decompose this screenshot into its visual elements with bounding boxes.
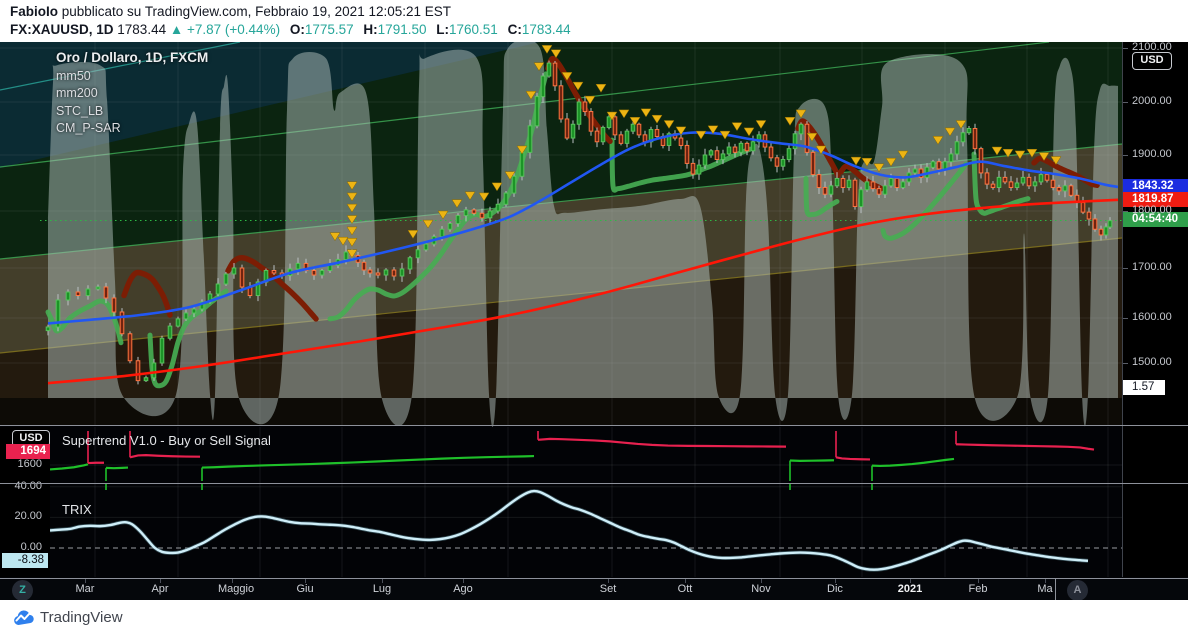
- time-tick-mark: [232, 579, 233, 583]
- price-tick-mark: [1123, 48, 1128, 49]
- indicator-value-label: 1.57: [1123, 380, 1165, 395]
- footer: TradingView: [0, 600, 1188, 639]
- legend-indicator: STC_LB: [56, 103, 104, 118]
- legend-indicator: mm200: [56, 86, 98, 100]
- high-value: 1791.50: [377, 22, 427, 37]
- supertrend-title: Supertrend V1.0 - Buy or Sell Signal: [62, 433, 271, 448]
- price-tick-mark: [1123, 102, 1128, 103]
- time-tick-mark: [978, 579, 979, 583]
- time-axis-month: Dic: [827, 583, 843, 595]
- publication-header: FabioIo pubblicato su TradingView.com, F…: [0, 0, 1188, 42]
- price-tick-mark: [1123, 318, 1128, 319]
- open-label: O:: [289, 22, 305, 37]
- price-tick-label: 2000.00: [1132, 95, 1172, 107]
- price-tick-mark: [1123, 363, 1128, 364]
- time-axis-month: Apr: [151, 583, 169, 595]
- time-axis-month: Set: [599, 583, 617, 595]
- price-tick-label: 1900.00: [1132, 148, 1172, 160]
- time-axis-month: Ott: [677, 583, 693, 595]
- ma200-price-label: 1819.87: [1123, 191, 1188, 207]
- time-tick-mark: [382, 579, 383, 583]
- panel-divider[interactable]: [0, 483, 1188, 484]
- published-text: pubblicato su TradingView.com, Febbraio …: [58, 4, 452, 19]
- currency-badge: USD: [1132, 52, 1172, 70]
- brand-name[interactable]: TradingView: [40, 609, 123, 626]
- ma50-price-label: 1843.32: [1123, 178, 1188, 194]
- tradingview-logo-icon[interactable]: [12, 607, 36, 631]
- symbol-info-bar: FX:XAUUSD, 1D 1783.44 ▲ +7.87 (+0.44%) O…: [10, 22, 571, 37]
- trix-tick-label: 20.00: [14, 510, 42, 523]
- time-axis[interactable]: Mar Apr Maggio Giu Lug Ago Set Ott Nov Dic 2021 Feb…: [0, 578, 1188, 601]
- time-tick-mark: [761, 579, 762, 583]
- time-tick-mark: [85, 579, 86, 583]
- time-axis-month: Maggio: [218, 583, 255, 595]
- price-tick-mark: [1123, 268, 1128, 269]
- time-tick-mark: [160, 579, 161, 583]
- time-tick-mark: [685, 579, 686, 583]
- trix-value-label: -8.38: [2, 553, 48, 568]
- time-tick-mark: [463, 579, 464, 583]
- supertrend-currency-badge: USD: [12, 430, 50, 447]
- chart-legend[interactable]: Oro / Dollaro, 1D, FXCM mm50 mm200 STC_LB C…: [56, 50, 208, 135]
- axis-corner-separator: [1055, 578, 1056, 600]
- close-value: 1783.44: [521, 22, 571, 37]
- time-tick-mark: [910, 579, 911, 583]
- legend-indicator: CM_P-SAR: [56, 121, 121, 135]
- legend-indicator: mm50: [56, 68, 91, 83]
- time-axis-month: Giu: [296, 583, 314, 595]
- trix-axis[interactable]: -8.38 40.00 20.00 0.00: [0, 480, 50, 577]
- last-price: 1783.44: [117, 22, 167, 37]
- supertrend-value-label: 1694: [6, 444, 50, 459]
- time-tick-mark: [835, 579, 836, 583]
- auto-scale-button[interactable]: A: [1067, 580, 1088, 601]
- author-name: FabioIo: [10, 4, 58, 19]
- price-tick-label: 1700.00: [1132, 261, 1172, 273]
- timezone-button[interactable]: Z: [12, 580, 33, 601]
- time-tick-mark: [305, 579, 306, 583]
- price-tick-mark: [1123, 155, 1128, 156]
- price-tick-label: 1800.00: [1132, 204, 1172, 216]
- time-axis-month: Nov: [751, 583, 771, 595]
- time-axis-month: Mar: [75, 583, 95, 595]
- trix-tick-label: 40.00: [14, 479, 42, 492]
- legend-title: Oro / Dollaro, 1D, FXCM: [56, 50, 209, 65]
- time-tick-mark: [608, 579, 609, 583]
- price-tick-mark: [1123, 211, 1128, 212]
- chart-canvas[interactable]: [0, 42, 1188, 600]
- time-tick-mark: [1045, 579, 1046, 583]
- price-change: +7.87 (+0.44%): [187, 22, 281, 37]
- up-arrow-icon: ▲: [169, 22, 184, 37]
- high-label: H:: [363, 22, 378, 37]
- price-tick-label: 2100.00: [1132, 41, 1172, 53]
- time-axis-month: Ma: [1037, 583, 1053, 595]
- publication-line: FabioIo pubblicato su TradingView.com, F…: [10, 4, 451, 19]
- price-tick-label: 1600.00: [1132, 311, 1172, 323]
- price-axis[interactable]: USD 1843.32 1819.87 04:54:40 1.57 2100.0…: [1122, 41, 1188, 577]
- trix-tick-label: 0.00: [20, 541, 42, 553]
- panel-divider[interactable]: [0, 425, 1188, 426]
- low-label: L:: [436, 22, 449, 37]
- supertrend-axis[interactable]: USD 1694 1600: [0, 427, 50, 483]
- open-value: 1775.57: [304, 22, 354, 37]
- price-tick-label: 1500.00: [1132, 356, 1172, 368]
- supertrend-tick-label: 1600: [17, 458, 42, 470]
- low-value: 1760.51: [449, 22, 498, 37]
- chart-container[interactable]: Oro / Dollaro, 1D, FXCM mm50 mm200 STC_LB C…: [0, 41, 1188, 601]
- time-axis-month: Ago: [453, 583, 473, 595]
- symbol-name: FX:XAUUSD, 1D: [10, 22, 114, 37]
- time-axis-month: Lug: [372, 583, 392, 595]
- trix-title: TRIX: [62, 502, 92, 517]
- countdown-label: 04:54:40: [1123, 212, 1188, 228]
- time-axis-month: Feb: [968, 583, 988, 595]
- close-label: C:: [507, 22, 522, 37]
- time-axis-month: 2021: [897, 583, 923, 595]
